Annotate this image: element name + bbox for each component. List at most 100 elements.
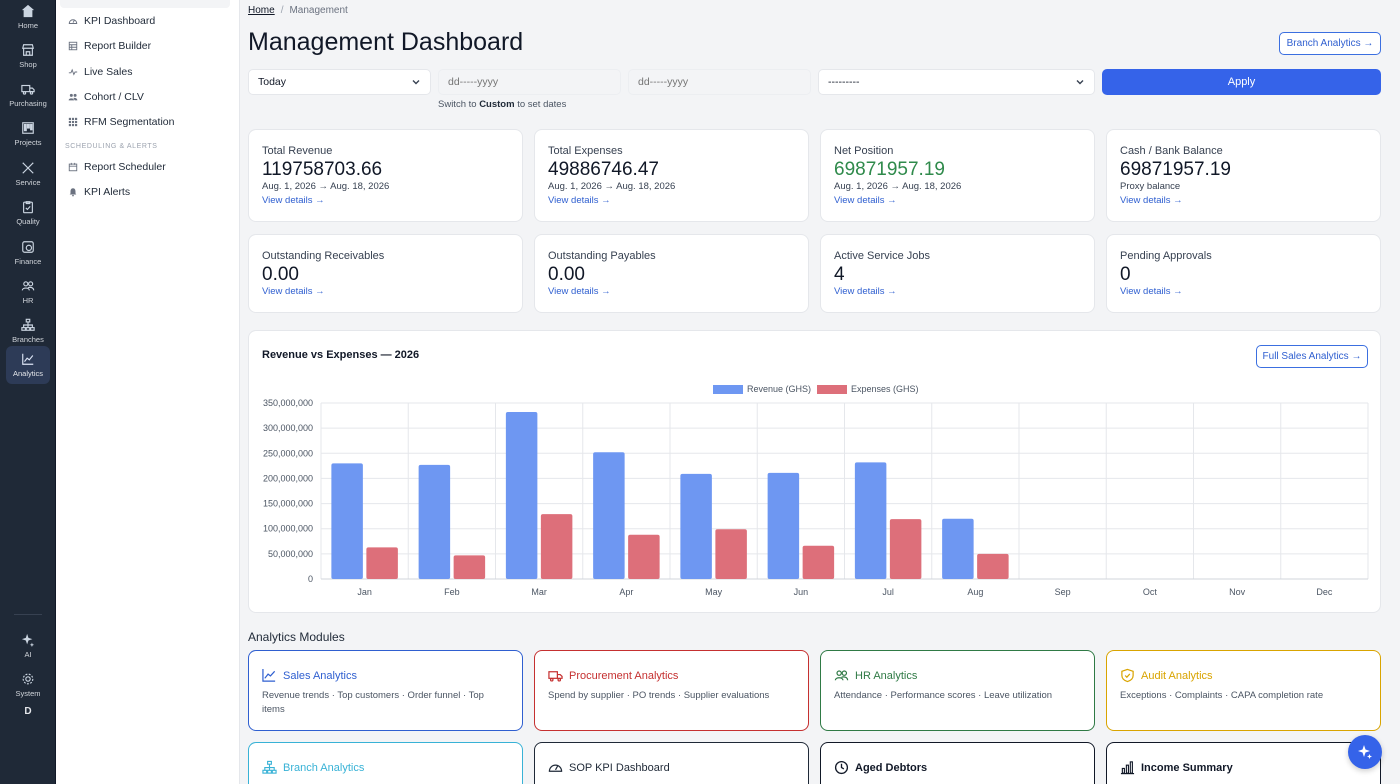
module-card-sop-kpi-dashboard[interactable]: SOP KPI Dashboard xyxy=(534,742,809,784)
analytics-modules-heading: Analytics Modules xyxy=(248,630,345,644)
kanban-icon xyxy=(22,122,34,134)
bar-expenses-may xyxy=(715,529,747,579)
x-tick-label: May xyxy=(705,587,723,597)
subnav-item-label: RFM Segmentation xyxy=(84,116,175,128)
rail-item-system[interactable]: System xyxy=(6,666,50,704)
rail-item-shop[interactable]: Shop xyxy=(6,37,50,75)
user-avatar[interactable]: D xyxy=(24,706,32,717)
rail-item-label: Service xyxy=(15,178,41,187)
kpi-view-details-link[interactable]: View details → xyxy=(548,195,611,206)
bar-expenses-jul xyxy=(889,519,922,579)
bar-expenses-aug xyxy=(977,553,1009,579)
date-to-input[interactable] xyxy=(628,69,811,95)
branch-analytics-button[interactable]: Branch Analytics → xyxy=(1279,32,1381,55)
module-card-audit-analytics[interactable]: Audit Analytics Exceptions · Complaints ·… xyxy=(1106,650,1381,731)
date-hint-pre: Switch to xyxy=(438,99,477,110)
module-card-procurement-analytics[interactable]: Procurement Analytics Spend by supplier ·… xyxy=(534,650,809,731)
kpi-view-details-link[interactable]: View details → xyxy=(262,286,325,297)
subnav-item-label: Report Builder xyxy=(84,40,152,52)
bar-revenue-feb xyxy=(418,464,451,579)
x-tick-label: Jul xyxy=(882,587,894,597)
kpi-subtext: Proxy balance xyxy=(1120,181,1181,192)
rail-item-finance[interactable]: Finance xyxy=(6,234,50,272)
ai-assistant-button[interactable] xyxy=(1348,735,1382,769)
module-card-hr-analytics[interactable]: HR Analytics Attendance · Performance sco… xyxy=(820,650,1095,731)
subnav-item-kpi-dashboard[interactable]: KPI Dashboard xyxy=(68,12,155,30)
bar-revenue-aug xyxy=(942,518,974,579)
module-card-sales-analytics[interactable]: Sales Analytics Revenue trends · Top cust… xyxy=(248,650,523,731)
grid-icon xyxy=(68,117,78,127)
rail-item-quality[interactable]: Quality xyxy=(6,194,50,232)
subnav-item-label: Report Scheduler xyxy=(84,161,166,173)
subnav-item-cohort-clv[interactable]: Cohort / CLV xyxy=(68,88,144,106)
sparkle-icon xyxy=(1358,745,1372,759)
subnav-active-item[interactable] xyxy=(60,0,230,8)
breadcrumb-home-link[interactable]: Home xyxy=(248,5,275,16)
sparkle-icon xyxy=(21,633,35,647)
module-card-income-summary[interactable]: Income Summary xyxy=(1106,742,1381,784)
kpi-view-details-link[interactable]: View details → xyxy=(262,195,325,206)
subnav-item-report-builder[interactable]: Report Builder xyxy=(68,37,151,55)
legend-item-revenue[interactable]: Revenue (GHS) xyxy=(713,384,811,394)
y-tick-label: 300,000,000 xyxy=(263,423,313,433)
breadcrumb-separator: / xyxy=(280,5,284,16)
rail-item-branches[interactable]: Branches xyxy=(6,312,50,350)
rail-item-hr[interactable]: HR xyxy=(6,273,50,311)
module-title-text: Procurement Analytics xyxy=(569,669,679,682)
x-tick-label: Dec xyxy=(1316,587,1333,597)
kpi-card-total-revenue: Total Revenue 119758703.66 Aug. 1, 2026 … xyxy=(248,129,523,222)
legend-swatch-expenses xyxy=(817,384,848,394)
kpi-view-details-link[interactable]: View details → xyxy=(1120,195,1183,206)
kpi-label: Outstanding Payables xyxy=(548,250,656,262)
kpi-value: 0 xyxy=(1120,264,1131,285)
rail-item-label: Purchasing xyxy=(9,99,47,108)
module-card-branch-analytics[interactable]: Branch Analytics xyxy=(248,742,523,784)
clipboard-check-icon xyxy=(23,201,33,214)
subnav-item-kpi-alerts[interactable]: KPI Alerts xyxy=(68,183,130,201)
chart-title: Revenue vs Expenses — 2026 xyxy=(262,349,420,361)
rail-item-label: Finance xyxy=(14,257,42,266)
date-hint-post: to set dates xyxy=(517,99,567,110)
gauge-icon xyxy=(68,19,78,24)
rail-item-analytics[interactable]: Analytics xyxy=(6,346,50,384)
kpi-view-details-link[interactable]: View details → xyxy=(548,286,611,297)
kpi-view-details-link[interactable]: View details → xyxy=(834,195,897,206)
module-title: Audit Analytics xyxy=(1120,668,1213,683)
rail-item-label: System xyxy=(15,689,41,698)
rail-item-purchasing[interactable]: Purchasing xyxy=(6,76,50,114)
rail-item-service[interactable]: Service xyxy=(6,155,50,193)
y-tick-label: 350,000,000 xyxy=(263,398,313,408)
module-title-text: Audit Analytics xyxy=(1141,669,1213,682)
revenue-expenses-chart-card: Revenue vs Expenses — 2026 Full Sales An… xyxy=(248,330,1381,613)
kpi-view-details-link[interactable]: View details → xyxy=(1120,286,1183,297)
chart-line-icon xyxy=(22,353,34,365)
legend-label: Expenses (GHS) xyxy=(851,384,919,394)
subnav-item-report-scheduler[interactable]: Report Scheduler xyxy=(68,158,166,176)
apply-button[interactable]: Apply xyxy=(1102,69,1381,95)
period-select[interactable]: Today xyxy=(248,69,431,95)
bar-expenses-mar xyxy=(540,514,573,579)
module-description: Spend by supplier · PO trends · Supplier… xyxy=(548,690,770,701)
people-icon xyxy=(68,93,78,101)
x-tick-label: Sep xyxy=(1055,587,1071,597)
rail-item-ai[interactable]: AI xyxy=(6,627,50,665)
bar-expenses-apr xyxy=(628,534,660,579)
module-card-aged-debtors[interactable]: Aged Debtors xyxy=(820,742,1095,784)
full-sales-analytics-button[interactable]: Full Sales Analytics → xyxy=(1256,345,1368,368)
bar-chart-icon xyxy=(1120,761,1135,775)
subnav-item-live-sales[interactable]: Live Sales xyxy=(68,63,132,81)
sitemap-icon xyxy=(21,318,35,331)
date-from-input[interactable] xyxy=(438,69,621,95)
rail-item-projects[interactable]: Projects xyxy=(6,115,50,153)
kpi-label: Cash / Bank Balance xyxy=(1120,145,1223,157)
rail-item-home[interactable]: Home xyxy=(6,0,50,36)
legend-item-expenses[interactable]: Expenses (GHS) xyxy=(817,384,919,394)
kpi-view-details-link[interactable]: View details → xyxy=(834,286,897,297)
y-tick-label: 250,000,000 xyxy=(263,448,313,458)
branch-select[interactable]: --------- xyxy=(818,69,1095,95)
chart-legend: Revenue (GHS) Expenses (GHS) xyxy=(713,384,925,394)
kpi-card-outstanding-payables: Outstanding Payables 0.00 View details → xyxy=(534,234,809,313)
rail-item-label: Shop xyxy=(19,60,37,69)
page-title: Management Dashboard xyxy=(248,28,524,56)
subnav-item-rfm-segmentation[interactable]: RFM Segmentation xyxy=(68,113,174,131)
